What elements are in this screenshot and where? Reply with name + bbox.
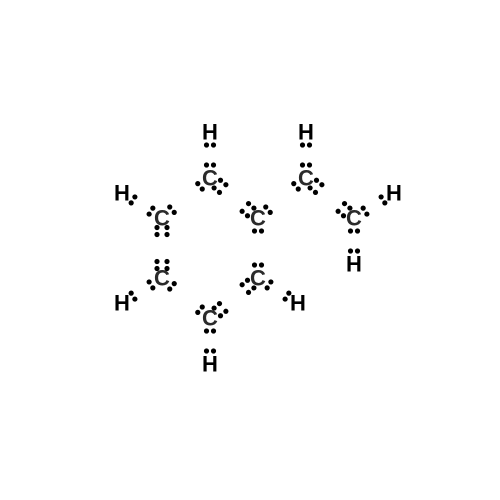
electron-dot	[217, 190, 222, 195]
hydrogen-atom-label: H	[346, 252, 362, 277]
electron-dot	[195, 310, 200, 315]
electron-dot	[147, 211, 152, 216]
electron-dot	[319, 182, 324, 187]
electron-dot	[379, 194, 384, 199]
electron-dot	[172, 281, 177, 286]
electron-dot	[246, 290, 251, 295]
hydrogen-atom-label: H	[290, 291, 306, 316]
hydrogen-atom-label: H	[386, 181, 402, 206]
electron-dot	[132, 194, 137, 199]
electron-dot	[223, 309, 228, 314]
carbon-atom-label: C	[346, 206, 362, 231]
electron-dot	[164, 232, 169, 237]
carbon-atom-label: C	[250, 266, 266, 291]
electron-dot	[291, 181, 296, 186]
electron-dot	[218, 313, 223, 318]
electron-dot	[268, 279, 273, 284]
electron-dot	[314, 178, 319, 183]
electron-dot	[268, 210, 273, 215]
electron-dot	[218, 178, 223, 183]
hydrogen-atom-label: H	[202, 120, 218, 145]
carbon-atom-label: C	[298, 166, 314, 191]
electron-dot	[195, 181, 200, 186]
electron-dot	[223, 182, 228, 187]
electron-dot	[154, 259, 159, 264]
carbon-atom-label: C	[202, 306, 218, 331]
electron-dot	[154, 232, 159, 237]
electron-dot	[313, 190, 318, 195]
electron-dot	[240, 209, 245, 214]
hydrogen-atom-label: H	[202, 352, 218, 377]
electron-dot	[164, 259, 169, 264]
electron-dot	[283, 296, 288, 301]
hydrogen-atom-label: H	[114, 291, 130, 316]
electron-dot	[336, 209, 341, 214]
lewis-structure-diagram: CCCCCCCCHHHHHHHH	[0, 0, 500, 500]
carbon-atom-label: C	[250, 206, 266, 231]
electron-dot	[147, 279, 152, 284]
electron-dot	[364, 211, 369, 216]
carbon-atom-label: C	[154, 266, 170, 291]
carbon-atom-label: C	[154, 206, 170, 231]
hydrogen-atom-label: H	[298, 120, 314, 145]
hydrogen-atom-label: H	[114, 181, 130, 206]
electron-dot	[240, 282, 245, 287]
carbon-atom-label: C	[202, 166, 218, 191]
electron-dot	[132, 296, 137, 301]
electron-dot	[172, 210, 177, 215]
